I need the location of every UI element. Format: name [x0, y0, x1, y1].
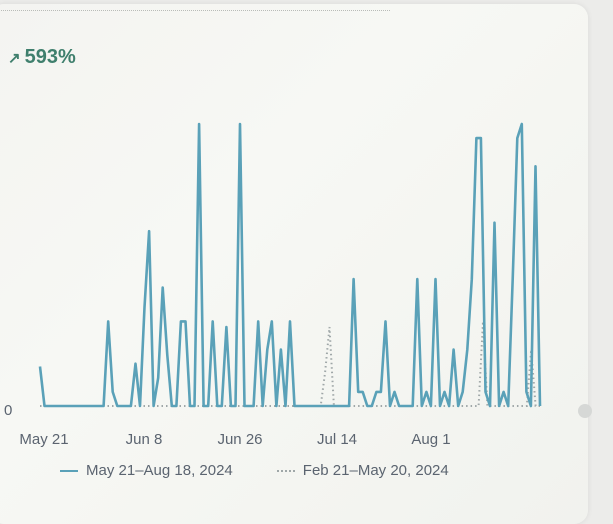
x-tick-label: Jun 26	[217, 431, 262, 448]
x-tick-label: Aug 1	[411, 431, 450, 448]
legend-label-previous: Feb 21–May 20, 2024	[302, 462, 449, 479]
scroll-handle[interactable]	[578, 404, 592, 418]
arrow-up-right-icon: ↗	[8, 49, 21, 67]
chart-legend: May 21–Aug 18, 2024 Feb 21–May 20, 2024	[60, 462, 449, 479]
legend-item-previous[interactable]: Feb 21–May 20, 2024	[276, 462, 449, 479]
y-tick-label: 0	[4, 402, 12, 419]
legend-item-current[interactable]: May 21–Aug 18, 2024	[60, 462, 233, 479]
x-tick-label: May 21	[19, 431, 68, 448]
top-divider	[0, 4, 390, 11]
legend-label-current: May 21–Aug 18, 2024	[86, 462, 233, 479]
series-line-current	[38, 122, 542, 408]
x-tick-label: Jun 8	[126, 431, 163, 448]
line-chart: May 21 Jun 8 Jun 26 Jul 14 Aug 1 0	[4, 122, 542, 448]
chart-card	[0, 4, 588, 524]
legend-swatch-previous	[276, 469, 295, 472]
x-tick-label: Jul 14	[317, 431, 357, 448]
growth-value: 593%	[24, 46, 76, 68]
legend-swatch-current	[60, 469, 78, 472]
growth-indicator: ↗ 593%	[8, 46, 76, 69]
